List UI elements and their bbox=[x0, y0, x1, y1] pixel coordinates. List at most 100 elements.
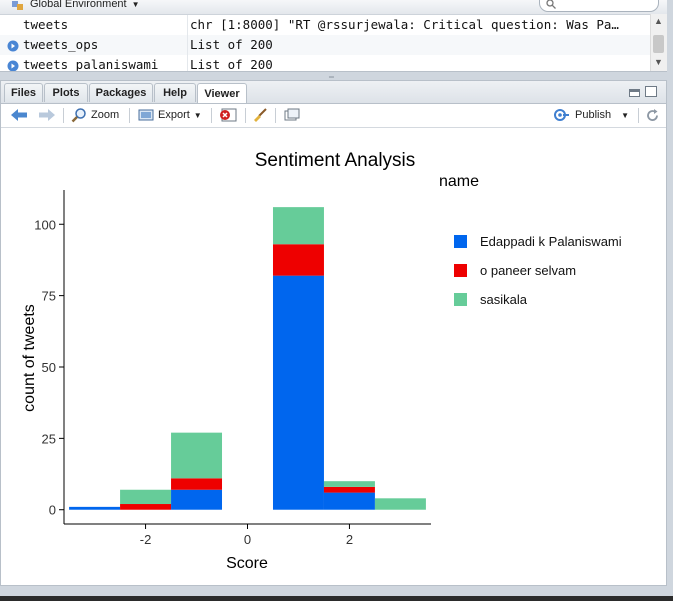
y-ticks-layer: 0 25 50 75 100 bbox=[34, 217, 64, 518]
chevron-down-icon: ▼ bbox=[193, 110, 202, 120]
variable-value: List of 200 bbox=[190, 57, 273, 72]
bar-segment bbox=[272, 275, 324, 510]
variable-name: tweets_palaniswami bbox=[23, 57, 159, 72]
variable-value: List of 200 bbox=[190, 37, 273, 52]
y-tick-label: 25 bbox=[42, 431, 56, 446]
bar-segment bbox=[374, 498, 426, 510]
remove-viewer-button[interactable] bbox=[219, 106, 237, 124]
legend-label: Edappadi k Palaniswami bbox=[480, 234, 622, 249]
chart-title: Sentiment Analysis bbox=[255, 150, 416, 171]
x-ticks-layer: -2 0 2 bbox=[140, 524, 353, 547]
tab-packages[interactable]: Packages bbox=[89, 83, 153, 102]
viewer-toolbar: Zoom Export ▼ bbox=[1, 104, 666, 128]
expand-list-icon[interactable] bbox=[7, 40, 19, 52]
scrollbar-thumb[interactable] bbox=[653, 35, 664, 53]
environment-search-input[interactable] bbox=[539, 0, 659, 12]
environment-row[interactable]: tweets_palaniswami List of 200 bbox=[0, 55, 650, 72]
environment-selector-label: Global Environment bbox=[30, 0, 127, 10]
legend-label: o paneer selvam bbox=[480, 263, 576, 278]
sentiment-chart: Sentiment Analysis 0 25 50 75 100 -2 0 2 Score… bbox=[21, 150, 622, 572]
tab-plots[interactable]: Plots bbox=[44, 83, 88, 102]
bar-segment bbox=[120, 489, 172, 505]
bar-segment bbox=[272, 207, 324, 245]
legend-title: name bbox=[439, 173, 479, 190]
legend: Edappadi k Palaniswami o paneer selvam sas… bbox=[454, 234, 622, 307]
scroll-down-icon[interactable]: ▼ bbox=[654, 57, 663, 67]
forward-arrow-icon bbox=[39, 109, 55, 121]
y-tick-label: 50 bbox=[42, 360, 56, 375]
toolbar-divider bbox=[275, 108, 276, 123]
x-tick-label: -2 bbox=[140, 532, 152, 547]
environment-icon bbox=[12, 1, 23, 10]
variable-value: chr [1:8000] "RT @rssurjewala: Critical … bbox=[190, 17, 619, 32]
x-tick-label: 2 bbox=[346, 532, 353, 547]
chevron-down-icon: ▼ bbox=[131, 0, 140, 9]
publish-label: Publish bbox=[575, 109, 612, 121]
toolbar-divider bbox=[63, 108, 64, 123]
environment-pane: Global Environment ▼ tweets chr [1:8000]… bbox=[0, 0, 667, 72]
zoom-button[interactable]: Zoom bbox=[71, 106, 119, 124]
maximize-pane-button[interactable] bbox=[645, 86, 657, 97]
search-icon bbox=[546, 0, 556, 9]
zoom-label: Zoom bbox=[91, 109, 120, 121]
export-button[interactable]: Export ▼ bbox=[138, 106, 202, 124]
zoom-icon bbox=[71, 108, 86, 123]
export-icon bbox=[138, 109, 154, 121]
x-axis-label: Score bbox=[226, 555, 268, 572]
bottom-edge bbox=[0, 596, 673, 601]
environment-row[interactable]: tweets_ops List of 200 bbox=[0, 35, 650, 55]
legend-label: sasikala bbox=[480, 292, 528, 307]
refresh-button[interactable] bbox=[645, 106, 660, 124]
environment-row[interactable]: tweets chr [1:8000] "RT @rssurjewala: Cr… bbox=[0, 15, 650, 35]
legend-swatch bbox=[454, 264, 467, 277]
y-tick-label: 0 bbox=[49, 503, 56, 518]
export-label: Export bbox=[158, 109, 190, 121]
bar-segment bbox=[323, 486, 375, 493]
remove-icon bbox=[220, 108, 237, 122]
y-tick-label: 100 bbox=[34, 217, 56, 232]
y-axis-label: count of tweets bbox=[21, 304, 38, 412]
tab-files[interactable]: Files bbox=[4, 83, 43, 102]
window-edge bbox=[668, 0, 673, 596]
environment-selector[interactable]: Global Environment ▼ bbox=[30, 0, 140, 10]
back-button[interactable] bbox=[10, 106, 28, 124]
bar-segment bbox=[323, 481, 375, 487]
variable-name: tweets_ops bbox=[23, 37, 99, 52]
back-arrow-icon bbox=[11, 109, 27, 121]
new-window-icon bbox=[284, 108, 300, 121]
bar-segment bbox=[171, 432, 223, 479]
bar-segment bbox=[171, 478, 223, 490]
toolbar-divider bbox=[245, 108, 246, 123]
refresh-icon bbox=[647, 108, 658, 121]
viewer-pane: Files Plots Packages Help Viewer Zoom bbox=[0, 80, 667, 586]
broom-icon bbox=[254, 108, 267, 122]
toolbar-divider bbox=[129, 108, 130, 123]
x-tick-label: 0 bbox=[244, 532, 251, 547]
tab-viewer[interactable]: Viewer bbox=[197, 83, 247, 103]
column-divider bbox=[187, 55, 188, 71]
tab-help[interactable]: Help bbox=[154, 83, 196, 102]
bar-segment bbox=[120, 504, 172, 510]
pane-splitter-grip[interactable]: ═ bbox=[329, 74, 334, 81]
toolbar-divider bbox=[638, 108, 639, 123]
y-tick-label: 75 bbox=[42, 289, 56, 304]
toolbar-divider bbox=[211, 108, 212, 123]
pane-tab-bar: Files Plots Packages Help Viewer bbox=[1, 81, 666, 104]
bar-segment bbox=[323, 492, 375, 510]
legend-swatch bbox=[454, 293, 467, 306]
expand-list-icon[interactable] bbox=[7, 60, 19, 72]
publish-button[interactable]: Publish ▼ bbox=[553, 106, 629, 124]
clear-all-button[interactable] bbox=[252, 106, 268, 124]
bar-segment bbox=[272, 244, 324, 276]
variable-name: tweets bbox=[23, 17, 69, 32]
show-in-window-button[interactable] bbox=[284, 106, 300, 124]
publish-icon bbox=[554, 109, 569, 121]
bar-segment bbox=[69, 506, 121, 510]
forward-button[interactable] bbox=[38, 106, 56, 124]
bar-segment bbox=[171, 489, 223, 510]
environment-scrollbar[interactable]: ▲ ▼ bbox=[650, 14, 667, 71]
chevron-down-icon: ▼ bbox=[621, 110, 629, 120]
column-divider bbox=[187, 15, 188, 35]
minimize-pane-button[interactable] bbox=[629, 89, 640, 97]
scroll-up-icon[interactable]: ▲ bbox=[654, 16, 663, 26]
